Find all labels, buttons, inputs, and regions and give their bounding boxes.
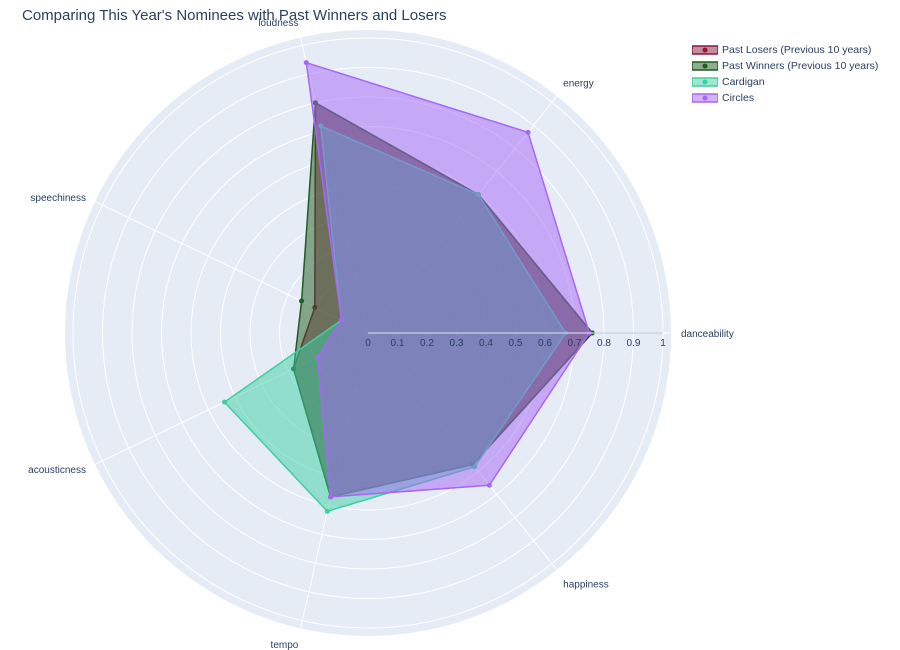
- series-3-point-tempo: [328, 494, 334, 500]
- legend-item[interactable]: Circles: [692, 90, 878, 106]
- axis-label-energy: energy: [563, 78, 594, 89]
- axis-label-danceability: danceability: [681, 329, 734, 340]
- radial-tick-label: 0.5: [509, 338, 523, 349]
- series-3-point-speechiness: [338, 317, 344, 323]
- legend-swatch: [692, 61, 718, 71]
- series-2-point-tempo: [324, 508, 330, 514]
- series-area-3: [305, 61, 591, 498]
- radial-tick-label: 0.2: [420, 338, 434, 349]
- legend-label: Past Winners (Previous 10 years): [722, 60, 879, 72]
- legend-swatch: [692, 93, 718, 103]
- radial-tick-label: 0.3: [450, 338, 464, 349]
- radial-tick-label: 0: [365, 338, 371, 349]
- legend-label: Past Losers (Previous 10 years): [722, 44, 872, 56]
- radial-tick-label: 0.7: [568, 338, 582, 349]
- series-1-point-speechiness: [299, 298, 305, 304]
- radial-tick-label: 0.8: [597, 338, 611, 349]
- series-2-point-acousticness: [221, 399, 227, 405]
- series-3-point-loudness: [303, 60, 309, 66]
- axis-label-tempo: tempo: [271, 640, 299, 650]
- legend-item[interactable]: Past Losers (Previous 10 years): [692, 42, 878, 58]
- legend-swatch: [692, 77, 718, 87]
- legend-item[interactable]: Past Winners (Previous 10 years): [692, 58, 878, 74]
- axis-label-loudness: loudness: [258, 18, 298, 29]
- radial-tick-label: 0.4: [479, 338, 493, 349]
- series-3-point-acousticness: [315, 354, 321, 360]
- radial-tick-label: 0.6: [538, 338, 552, 349]
- legend-label: Circles: [722, 92, 755, 104]
- legend-item[interactable]: Cardigan: [692, 74, 878, 90]
- axis-label-speechiness: speechiness: [30, 193, 86, 204]
- series-3-point-happiness: [486, 482, 492, 488]
- axis-label-happiness: happiness: [563, 580, 609, 591]
- legend-label: Cardigan: [722, 76, 765, 88]
- axis-label-acousticness: acousticness: [28, 465, 86, 476]
- radial-tick-label: 0.1: [391, 338, 405, 349]
- series-3-point-energy: [525, 129, 531, 135]
- chart-title: Comparing This Year's Nominees with Past…: [22, 7, 447, 24]
- radial-tick-label: 1: [660, 338, 666, 349]
- radial-tick-label: 0.9: [627, 338, 641, 349]
- legend: Past Losers (Previous 10 years) Past Winn…: [692, 42, 878, 106]
- legend-swatch: [692, 45, 718, 55]
